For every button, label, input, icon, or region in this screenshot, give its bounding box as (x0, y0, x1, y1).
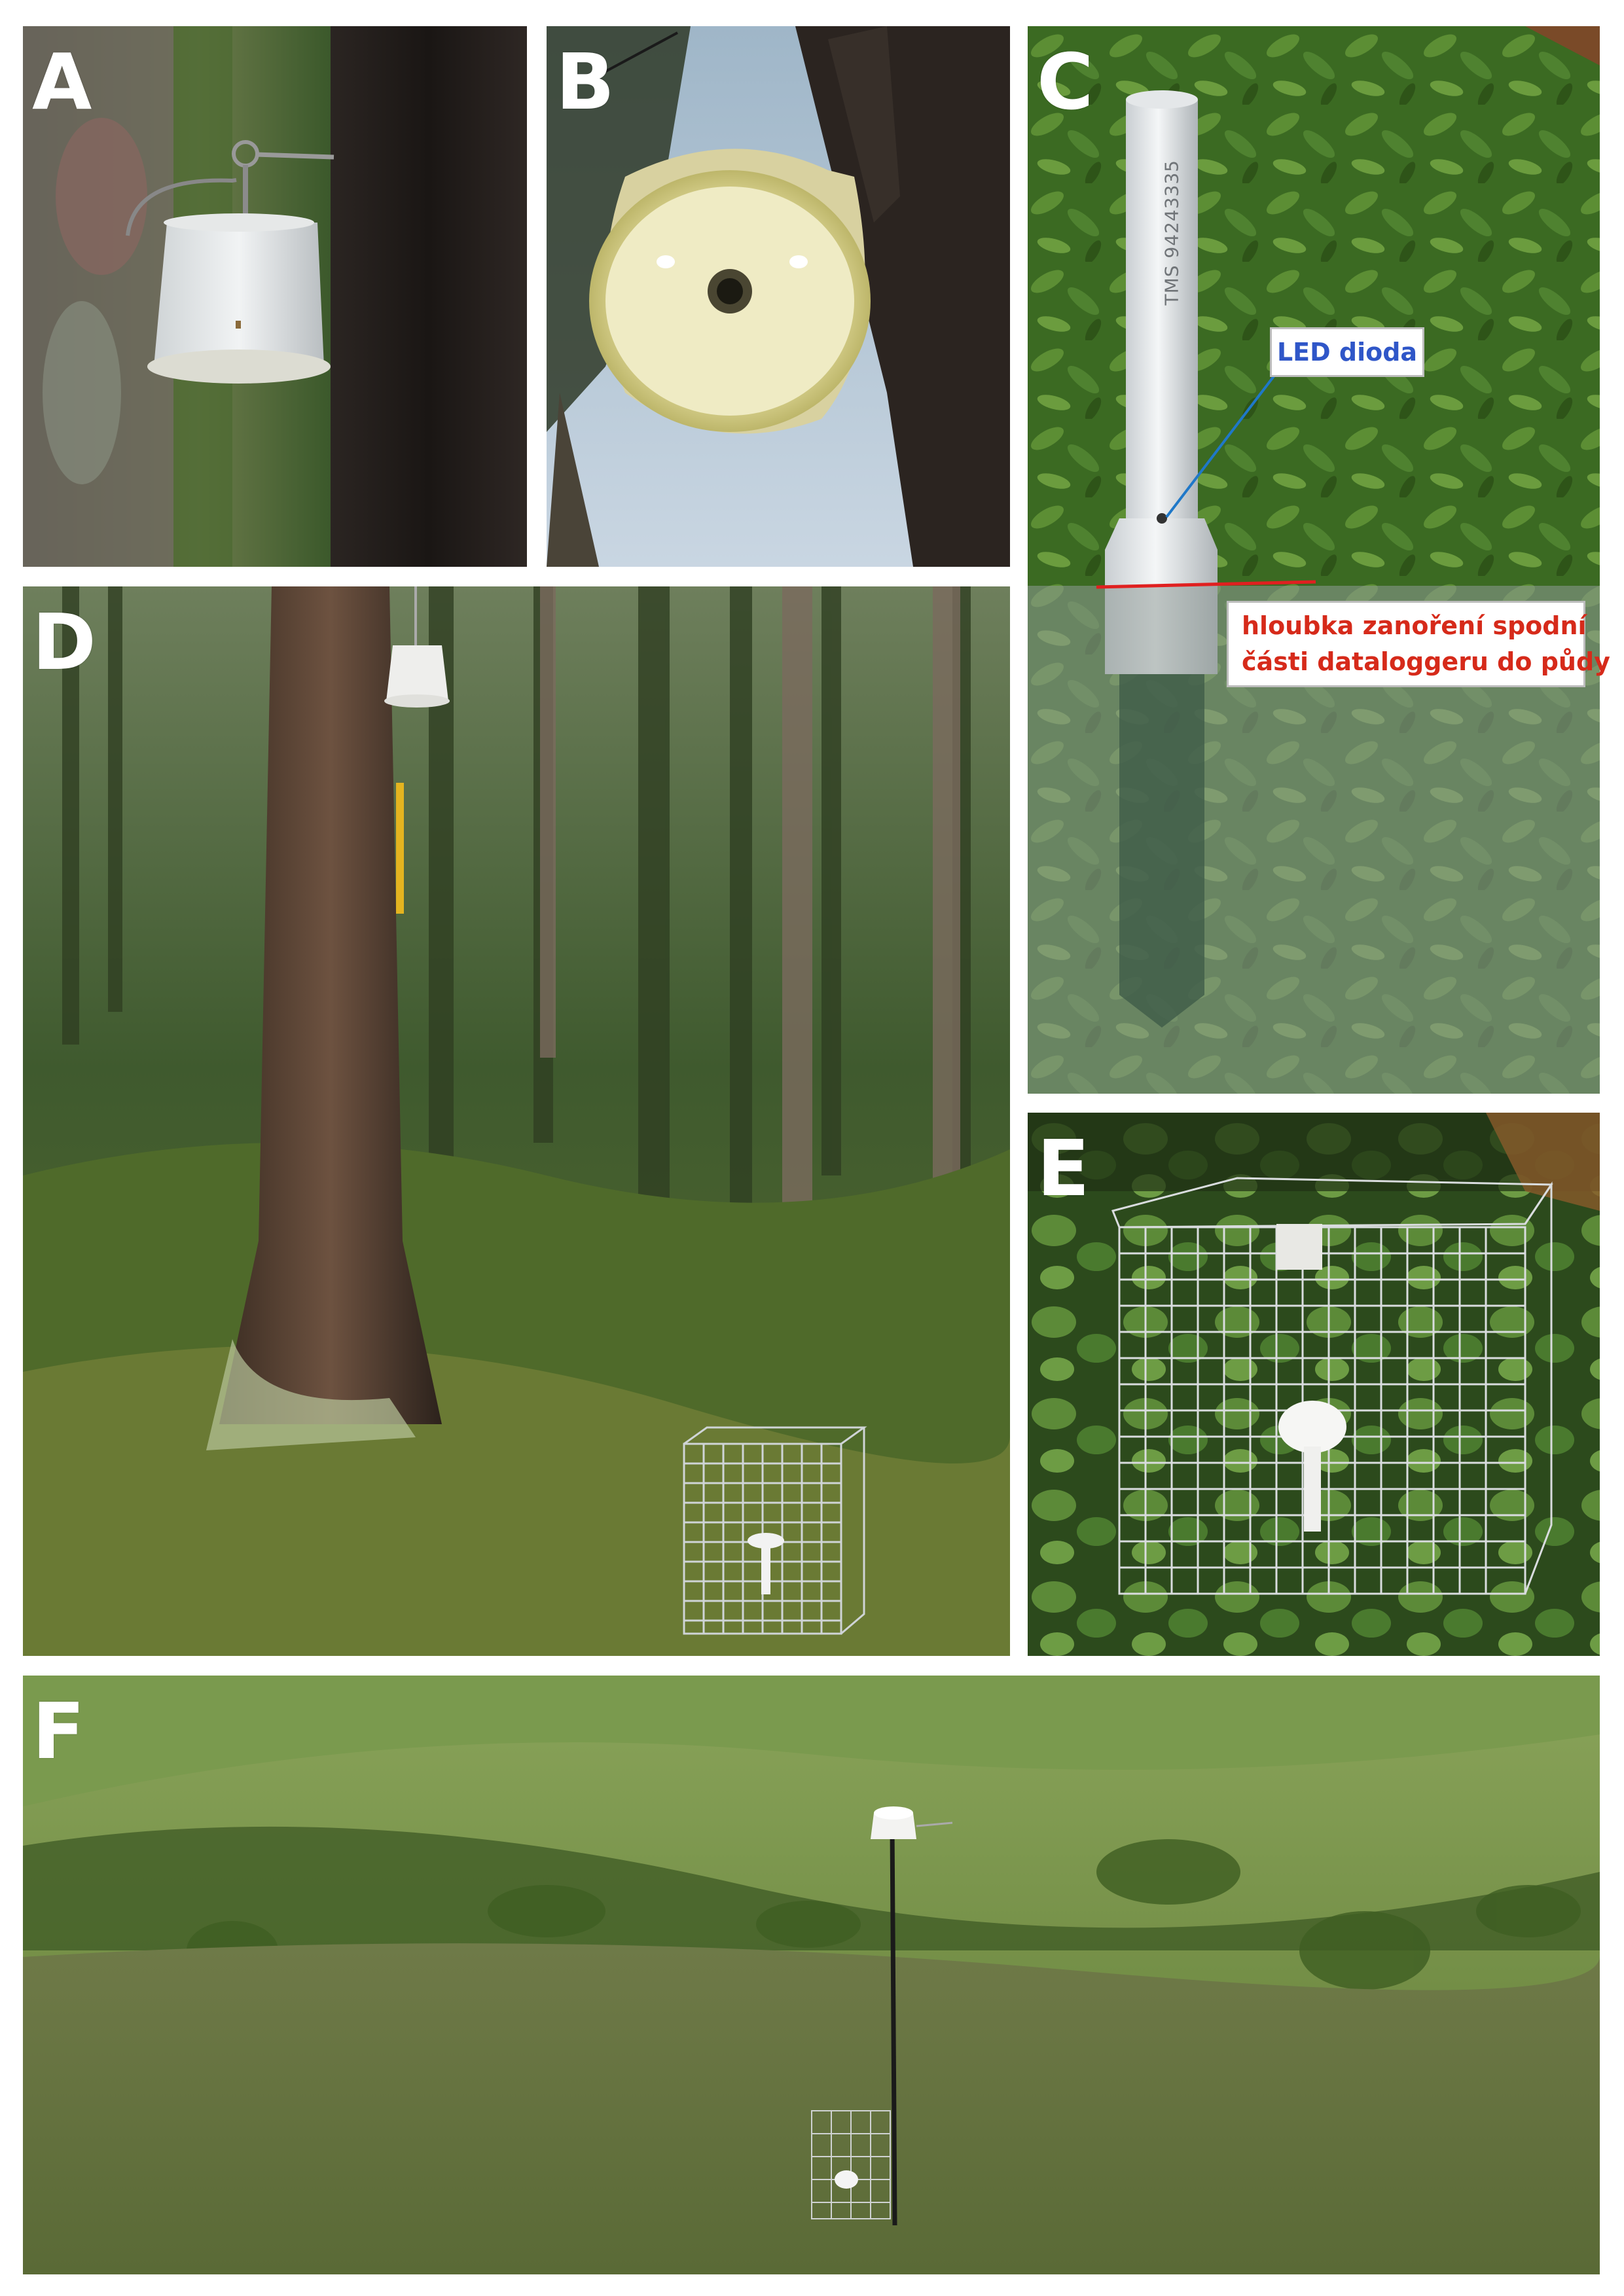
led-diode-callout: LED dioda (1270, 327, 1424, 377)
photo-panel-b: B (547, 26, 1010, 567)
panel-label-a: A (32, 37, 92, 127)
photo-panel-e: E (1028, 1113, 1600, 1656)
photo-panel-a: A (23, 26, 527, 567)
soil-depth-callout-line1: hloubka zanoření spodní (1242, 611, 1587, 640)
forest-microclimate-station-photo (23, 586, 1010, 1656)
soil-depth-callout: hloubka zanoření spodní části datalogger… (1227, 601, 1610, 687)
grassland-station-photo (23, 1676, 1600, 2274)
caged-soil-logger-photo (1028, 1113, 1600, 1656)
panel-label-f: F (32, 1686, 85, 1776)
photo-panel-d: D (23, 586, 1010, 1656)
panel-label-d: D (32, 597, 96, 687)
panel-label-b: B (556, 37, 615, 127)
soil-depth-callout-line2: části dataloggeru do půdy (1242, 647, 1610, 677)
tms-soil-datalogger-photo (1028, 26, 1600, 1094)
panel-label-c: C (1037, 37, 1094, 127)
tree-hanging-shield-photo (23, 26, 527, 567)
panel-label-e: E (1037, 1123, 1090, 1213)
photo-panel-f: F (23, 1676, 1600, 2274)
photo-panel-c: TMS 94243335 C (1028, 26, 1600, 1094)
serial-number-text: TMS 94243335 (1161, 160, 1183, 306)
radiation-shield-underside-photo (547, 26, 1010, 567)
